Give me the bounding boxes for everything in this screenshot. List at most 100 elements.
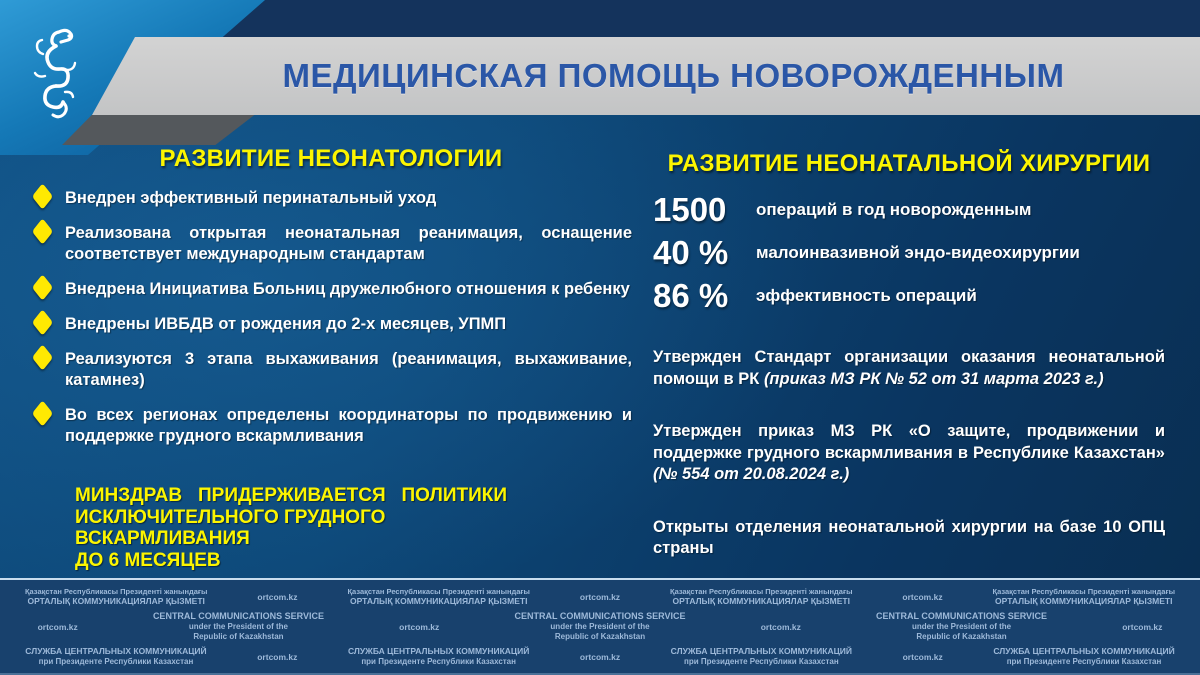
footer-watermark-line: Republic of Kazakhstan: [193, 632, 284, 642]
legal-reference: (приказ МЗ РК № 52 от 31 марта 2023 г.): [763, 369, 1104, 388]
stat-label: малоинвазивной эндо-видеохирургии: [756, 243, 1080, 262]
left-column-neonatology: РАЗВИТИЕ НЕОНАТОЛОГИИ Внедрен эффективны…: [30, 145, 632, 571]
statement-line: ДО 6 МЕСЯЦЕВ: [75, 549, 221, 571]
footer-watermark-en: CENTRAL COMMUNICATIONS SERVICE under the …: [876, 611, 1047, 642]
section-heading-neonatology: РАЗВИТИЕ НЕОНАТОЛОГИИ: [159, 145, 503, 172]
footer-watermark-line: при Президенте Республики Казахстан: [684, 656, 839, 666]
footer-ortcom-watermark: ortcom.kz: [1122, 621, 1163, 632]
paragraph-text: Утвержден Стандарт организации оказания …: [653, 348, 1165, 388]
footer-watermark-line: CENTRAL COMMUNICATIONS SERVICE: [152, 611, 324, 622]
paragraph-standard-approved: Утвержден Стандарт организации оказания …: [653, 347, 1165, 390]
stat-label: эффективность операций: [756, 286, 977, 305]
bullet-text: Реализуются 3 этапа выхаживания (реанима…: [65, 350, 632, 389]
diamond-bullet-icon: [31, 344, 54, 371]
footer-watermark-line: CENTRAL COMMUNICATIONS SERVICE: [876, 611, 1048, 622]
title-banner: МЕДИЦИНСКАЯ ПОМОЩЬ НОВОРОЖДЕННЫМ: [92, 37, 1200, 115]
footer-watermark-en: CENTRAL COMMUNICATIONS SERVICE under the …: [514, 611, 685, 642]
footer-ortcom-watermark: ortcom.kz: [37, 621, 78, 632]
footer-watermark-line: Republic of Kazakhstan: [554, 632, 646, 642]
footer-watermark-line: Қазақстан Республикасы Президенті жанынд…: [347, 587, 530, 597]
footer-ortcom-watermark: ortcom.kz: [902, 651, 943, 662]
footer-row: ortcom.kz CENTRAL COMMUNICATIONS SERVICE u…: [0, 611, 1200, 642]
footer-watermark-kz: Қазақстан Республикасы Президенті жанынд…: [347, 587, 529, 607]
footer-row: Қазақстан Республикасы Президенті жанынд…: [0, 587, 1200, 607]
footer-watermark-line: Қазақстан Республикасы Президенті жанынд…: [24, 587, 208, 597]
paragraph-text: Утвержден приказ МЗ РК «О защите, продви…: [653, 422, 1165, 462]
surgery-stats: 1500 операций в год новорожденным 40 % м…: [653, 193, 1165, 313]
right-column-neonatal-surgery: РАЗВИТИЕ НЕОНАТАЛЬНОЙ ХИРУРГИИ 1500 опер…: [653, 150, 1165, 591]
footer-watermark-line: ОРТАЛЫҚ КОММУНИКАЦИЯЛАР ҚЫЗМЕТІ: [995, 596, 1173, 607]
stat-row: 1500 операций в год новорожденным: [653, 193, 1165, 227]
footer-watermark-ru: СЛУЖБА ЦЕНТРАЛЬНЫХ КОММУНИКАЦИЙ при Прези…: [993, 646, 1174, 667]
page-title: МЕДИЦИНСКАЯ ПОМОЩЬ НОВОРОЖДЕННЫМ: [282, 57, 1065, 94]
snow-leopard-emblem-icon: [33, 28, 77, 119]
footer-watermark-line: при Президенте Республики Казахстан: [361, 656, 516, 666]
footer-watermark-en: CENTRAL COMMUNICATIONS SERVICE under the …: [153, 611, 324, 642]
footer-ortcom-watermark: ortcom.kz: [257, 592, 298, 603]
footer-watermark-line: СЛУЖБА ЦЕНТРАЛЬНЫХ КОММУНИКАЦИЙ: [25, 646, 207, 657]
bullet-text: Внедрены ИВБДВ от рождения до 2-х месяце…: [65, 315, 507, 333]
footer-watermark-line: Қазақстан Республикасы Президенті жанынд…: [670, 587, 853, 597]
section-heading-neonatal-surgery: РАЗВИТИЕ НЕОНАТАЛЬНОЙ ХИРУРГИИ: [667, 150, 1151, 177]
footer-ortcom-watermark: ortcom.kz: [760, 621, 801, 632]
stat-value: 40 %: [653, 234, 729, 271]
paragraph-order-approved: Утвержден приказ МЗ РК «О защите, продви…: [653, 421, 1165, 486]
stat-value: 86 %: [653, 277, 729, 314]
footer-watermark-line: ОРТАЛЫҚ КОММУНИКАЦИЯЛАР ҚЫЗМЕТІ: [672, 596, 850, 607]
diamond-bullet-icon: [31, 183, 54, 210]
statement-line: ИСКЛЮЧИТЕЛЬНОГО ГРУДНОГО ВСКАРМЛИВАНИЯ: [75, 506, 386, 550]
diamond-bullet-icon: [31, 218, 54, 245]
stat-value: 1500: [653, 191, 727, 228]
breastfeeding-policy-statement: МИНЗДРАВ ПРИДЕРЖИВАЕТСЯ ПОЛИТИКИ ИСКЛЮЧИ…: [75, 485, 507, 571]
footer-watermark-line: under the President of the: [550, 622, 650, 632]
neonatology-bullet-list: Внедрен эффективный перинатальный уход Р…: [30, 183, 632, 447]
footer-row: СЛУЖБА ЦЕНТРАЛЬНЫХ КОММУНИКАЦИЙ при Прези…: [0, 646, 1200, 667]
footer-watermark-line: при Президенте Республики Казахстан: [1006, 656, 1162, 666]
banner-shadow-shape: [62, 111, 260, 145]
legal-reference: (№ 554 от 20.08.2024 г.): [653, 465, 850, 483]
footer-watermark-line: Қазақстан Республикасы Президенті жанынд…: [992, 587, 1175, 597]
list-item: Реализуются 3 этапа выхаживания (реанима…: [30, 344, 632, 391]
paragraph-text: Открыты отделения неонатальной хирургии …: [653, 517, 1165, 558]
diamond-bullet-icon: [31, 400, 54, 427]
footer-watermark-line: СЛУЖБА ЦЕНТРАЛЬНЫХ КОММУНИКАЦИЙ: [670, 646, 853, 657]
surgery-paragraphs: Утвержден Стандарт организации оказания …: [653, 347, 1165, 560]
list-item: Реализована открытая неонатальная реаним…: [30, 218, 632, 265]
footer-watermark-ru: СЛУЖБА ЦЕНТРАЛЬНЫХ КОММУНИКАЦИЙ при Прези…: [25, 646, 206, 667]
footer-watermark-ru: СЛУЖБА ЦЕНТРАЛЬНЫХ КОММУНИКАЦИЙ при Прези…: [671, 646, 852, 667]
footer-ortcom-watermark: ortcom.kz: [902, 592, 943, 603]
bullet-text: Внедрена Инициатива Больниц дружелюбного…: [65, 280, 630, 298]
list-item: Во всех регионах определены координаторы…: [30, 400, 632, 447]
footer-watermark-line: СЛУЖБА ЦЕНТРАЛЬНЫХ КОММУНИКАЦИЙ: [347, 646, 530, 657]
footer-watermark-line: ОРТАЛЫҚ КОММУНИКАЦИЯЛАР ҚЫЗМЕТІ: [350, 596, 528, 607]
footer-watermark-line: ОРТАЛЫҚ КОММУНИКАЦИЯЛАР ҚЫЗМЕТІ: [27, 596, 205, 607]
footer-ortcom-watermark: ortcom.kz: [257, 651, 298, 662]
footer-watermark-line: under the President of the: [911, 622, 1012, 632]
list-item: Внедрен эффективный перинатальный уход: [30, 183, 632, 210]
footer-watermark-kz: Қазақстан Республикасы Президенті жанынд…: [993, 587, 1175, 607]
footer-watermark-line: Republic of Kazakhstan: [916, 632, 1007, 642]
footer-watermark-kz: Қазақстан Республикасы Президенті жанынд…: [670, 587, 852, 607]
list-item: Внедрена Инициатива Больниц дружелюбного…: [30, 274, 632, 301]
footer-watermark-line: CENTRAL COMMUNICATIONS SERVICE: [514, 611, 686, 622]
bullet-text: Внедрен эффективный перинатальный уход: [65, 189, 437, 207]
footer-ortcom-watermark: ortcom.kz: [579, 592, 621, 603]
footer-ortcom-watermark: ortcom.kz: [399, 621, 440, 632]
footer-watermark-line: under the President of the: [188, 622, 288, 632]
footer-ortcom-watermark: ortcom.kz: [579, 651, 621, 662]
bullet-text: Во всех регионах определены координаторы…: [65, 406, 632, 445]
footer-watermark-strip: Қазақстан Республикасы Президенті жанынд…: [0, 578, 1200, 675]
bullet-text: Реализована открытая неонатальная реаним…: [65, 224, 632, 263]
stat-row: 86 % эффективность операций: [653, 279, 1165, 313]
footer-watermark-line: при Президенте Республики Казахстан: [38, 656, 194, 666]
footer-watermark-kz: Қазақстан Республикасы Президенті жанынд…: [25, 587, 207, 607]
list-item: Внедрены ИВБДВ от рождения до 2-х месяце…: [30, 309, 632, 336]
diamond-bullet-icon: [31, 309, 54, 336]
statement-line: МИНЗДРАВ ПРИДЕРЖИВАЕТСЯ ПОЛИТИКИ: [75, 485, 507, 506]
diamond-bullet-icon: [31, 274, 54, 301]
stat-label: операций в год новорожденным: [756, 200, 1032, 219]
footer-watermark-ru: СЛУЖБА ЦЕНТРАЛЬНЫХ КОММУНИКАЦИЙ при Прези…: [348, 646, 529, 667]
stat-row: 40 % малоинвазивной эндо-видеохирургии: [653, 236, 1165, 270]
footer-watermark-line: СЛУЖБА ЦЕНТРАЛЬНЫХ КОММУНИКАЦИЙ: [993, 646, 1175, 657]
